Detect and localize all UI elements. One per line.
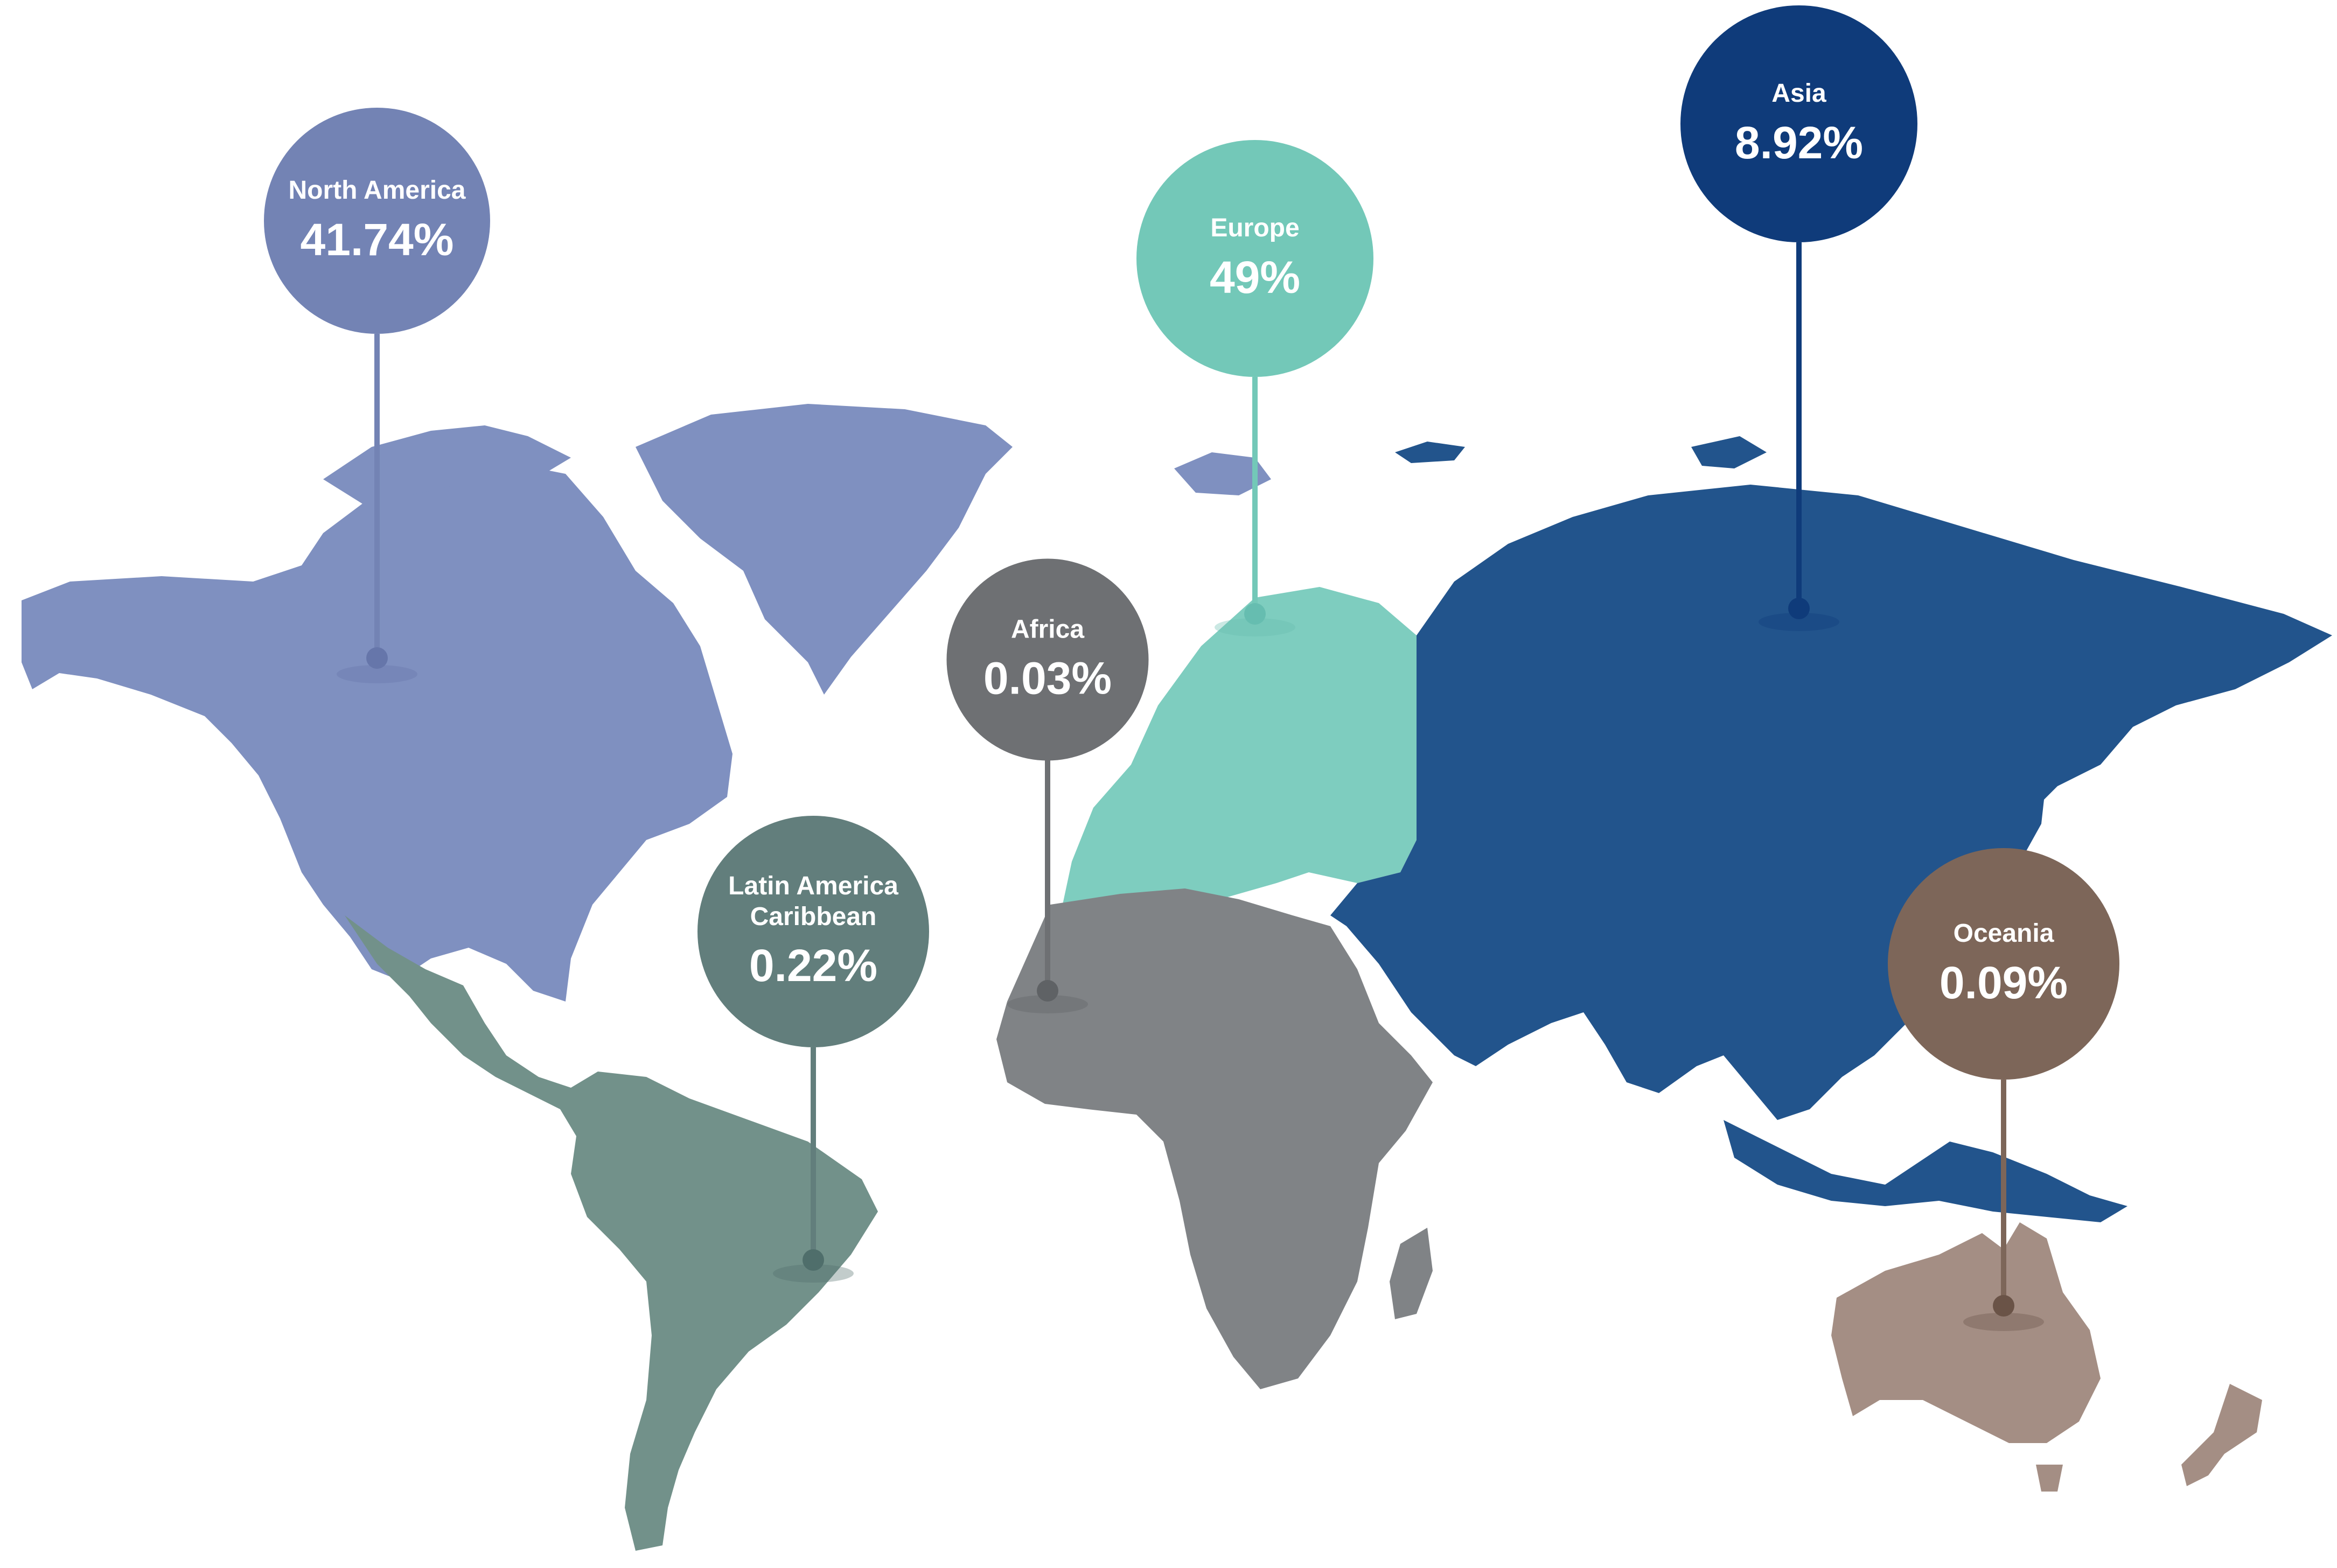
latin-america-label: Latin America Caribbean [728, 871, 898, 931]
europe-label: Europe [1210, 214, 1300, 243]
europe-landmass [1056, 587, 1417, 937]
europe-stem [1252, 377, 1258, 614]
oceania-bubble[interactable]: Oceania 0.09% [1888, 848, 2119, 1080]
europe-bubble[interactable]: Europe 49% [1136, 140, 1373, 377]
asia-stem [1796, 242, 1802, 608]
latin-america-value: 0.22% [749, 940, 878, 991]
asia-bubble[interactable]: Asia 8.92% [1680, 5, 1917, 242]
north-america-dot [366, 647, 388, 669]
asia-value: 8.92% [1734, 117, 1864, 168]
north-america-bubble[interactable]: North America 41.74% [264, 108, 490, 334]
africa-dot [1037, 980, 1058, 1002]
latin-america-dot [803, 1249, 824, 1271]
asia-label: Asia [1771, 79, 1826, 108]
oceania-dot [1993, 1295, 2014, 1317]
madagascar [1390, 1228, 1433, 1319]
latin-america-bubble[interactable]: Latin America Caribbean 0.22% [697, 816, 929, 1047]
africa-landmass [996, 888, 1433, 1389]
tasmania [2036, 1465, 2063, 1492]
africa-label: Africa [1010, 615, 1085, 644]
north-america-value: 41.74% [300, 214, 454, 265]
new-zealand [2181, 1384, 2262, 1486]
europe-value: 49% [1209, 251, 1301, 303]
oceania-label: Oceania [1953, 919, 2054, 948]
canada-islands [323, 425, 571, 506]
latin-america-landmass [345, 915, 878, 1551]
greenland [636, 404, 1013, 695]
europe-dot [1244, 603, 1266, 625]
africa-bubble[interactable]: Africa 0.03% [946, 558, 1149, 761]
asia-dot [1788, 598, 1810, 619]
australia [1831, 1222, 2101, 1443]
siberian-islands [1395, 436, 1767, 468]
latin-america-stem [811, 1047, 816, 1260]
indonesia [1724, 1120, 2127, 1222]
iceland [1174, 452, 1271, 495]
oceania-value: 0.09% [1939, 957, 2068, 1008]
north-america-label: North America [288, 176, 466, 205]
north-america-stem [374, 334, 380, 657]
africa-value: 0.03% [983, 653, 1112, 704]
oceania-stem [2001, 1080, 2006, 1306]
africa-stem [1045, 759, 1050, 991]
asia-landmass [1330, 485, 2332, 1120]
north-america-landmass [22, 463, 733, 1002]
